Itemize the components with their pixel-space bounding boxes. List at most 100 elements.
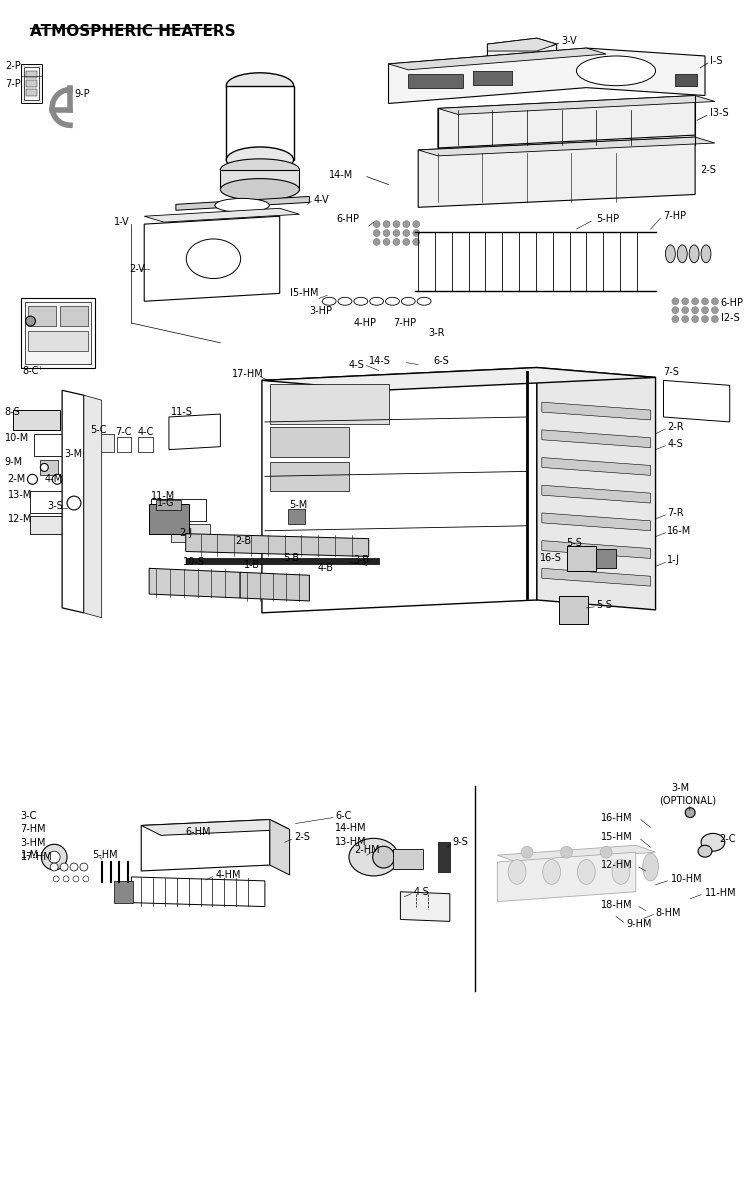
- Text: 9-HM: 9-HM: [626, 919, 652, 930]
- Text: 14-S: 14-S: [369, 356, 391, 366]
- Text: 3-B: 3-B: [353, 556, 369, 565]
- Circle shape: [682, 298, 688, 305]
- Polygon shape: [488, 38, 556, 51]
- Circle shape: [701, 315, 709, 323]
- Text: 2-B: 2-B: [236, 535, 251, 546]
- Bar: [566, 546, 596, 571]
- Polygon shape: [262, 368, 537, 613]
- Polygon shape: [186, 534, 369, 557]
- Text: 1-G: 1-G: [157, 498, 175, 508]
- Polygon shape: [497, 845, 656, 862]
- Text: 10-M: 10-M: [4, 433, 29, 443]
- Ellipse shape: [386, 298, 400, 305]
- Text: 17-HM: 17-HM: [232, 369, 264, 380]
- Text: 2-S: 2-S: [295, 833, 310, 842]
- Circle shape: [383, 221, 390, 227]
- Polygon shape: [220, 170, 299, 190]
- Bar: [26, 71, 38, 78]
- Circle shape: [374, 229, 380, 237]
- Ellipse shape: [665, 245, 675, 263]
- Bar: [28, 331, 88, 350]
- Bar: [28, 306, 56, 326]
- Polygon shape: [497, 852, 636, 902]
- Ellipse shape: [215, 198, 269, 213]
- Text: 7-HP: 7-HP: [664, 212, 686, 221]
- Polygon shape: [664, 380, 730, 422]
- Ellipse shape: [643, 853, 658, 881]
- Text: 12-HM: 12-HM: [602, 860, 633, 870]
- Circle shape: [393, 221, 400, 227]
- Text: I-S: I-S: [710, 56, 722, 66]
- Circle shape: [383, 229, 390, 237]
- Ellipse shape: [612, 859, 630, 884]
- Bar: [186, 558, 379, 564]
- Bar: [31, 491, 90, 513]
- Circle shape: [383, 239, 390, 245]
- Bar: [26, 80, 38, 87]
- Text: 5-M: 5-M: [290, 500, 308, 510]
- Ellipse shape: [226, 147, 293, 173]
- Polygon shape: [419, 137, 715, 155]
- Text: 2-M: 2-M: [8, 474, 26, 484]
- Bar: [270, 461, 349, 491]
- Bar: [171, 523, 211, 541]
- Text: 10-S: 10-S: [183, 557, 205, 568]
- Ellipse shape: [543, 859, 560, 884]
- Polygon shape: [144, 208, 299, 222]
- Bar: [270, 385, 388, 424]
- Circle shape: [560, 846, 572, 858]
- Text: 1-J: 1-J: [668, 556, 680, 565]
- Circle shape: [374, 221, 380, 227]
- Text: 14-M: 14-M: [329, 170, 353, 179]
- Polygon shape: [62, 391, 84, 613]
- Bar: [288, 509, 305, 523]
- Text: 4-HP: 4-HP: [354, 318, 377, 329]
- Text: 4-M: 4-M: [44, 474, 62, 484]
- Text: 3-R: 3-R: [428, 327, 445, 338]
- Text: 16-S: 16-S: [540, 553, 562, 563]
- Circle shape: [63, 876, 69, 882]
- Bar: [23, 67, 39, 100]
- Polygon shape: [240, 572, 310, 601]
- Circle shape: [80, 863, 88, 871]
- Text: 16-M: 16-M: [668, 526, 692, 535]
- Polygon shape: [141, 820, 270, 871]
- Text: 7-HM: 7-HM: [20, 825, 46, 834]
- Text: 1-V: 1-V: [113, 217, 129, 227]
- Text: 3-V: 3-V: [562, 36, 578, 47]
- Bar: [25, 302, 91, 363]
- Bar: [149, 504, 189, 534]
- Ellipse shape: [509, 859, 526, 884]
- Text: 6-HP: 6-HP: [336, 214, 359, 225]
- Circle shape: [60, 863, 68, 871]
- Bar: [408, 74, 463, 87]
- Circle shape: [53, 474, 62, 484]
- Bar: [31, 516, 90, 534]
- Ellipse shape: [373, 846, 394, 868]
- Polygon shape: [262, 368, 656, 391]
- Text: 7-HP: 7-HP: [394, 318, 416, 329]
- Ellipse shape: [370, 298, 383, 305]
- Circle shape: [672, 315, 679, 323]
- Circle shape: [712, 315, 718, 323]
- Circle shape: [393, 229, 400, 237]
- Text: 2-R: 2-R: [668, 422, 684, 431]
- Text: 8-C: 8-C: [22, 366, 39, 375]
- Text: I2-S: I2-S: [721, 313, 740, 323]
- Ellipse shape: [701, 245, 711, 263]
- Ellipse shape: [698, 845, 712, 857]
- Text: (OPTIONAL): (OPTIONAL): [659, 796, 717, 805]
- Circle shape: [70, 863, 78, 871]
- Text: 6-S: 6-S: [433, 356, 448, 366]
- Bar: [138, 437, 153, 452]
- Bar: [394, 850, 423, 869]
- Text: 4-S: 4-S: [668, 439, 683, 448]
- Circle shape: [41, 845, 67, 870]
- Text: 5-S: 5-S: [596, 600, 612, 609]
- Circle shape: [692, 307, 698, 313]
- Polygon shape: [388, 48, 606, 69]
- Text: 2-J: 2-J: [178, 528, 192, 538]
- Text: 17-HM: 17-HM: [20, 852, 53, 862]
- Circle shape: [73, 876, 79, 882]
- Circle shape: [40, 464, 48, 471]
